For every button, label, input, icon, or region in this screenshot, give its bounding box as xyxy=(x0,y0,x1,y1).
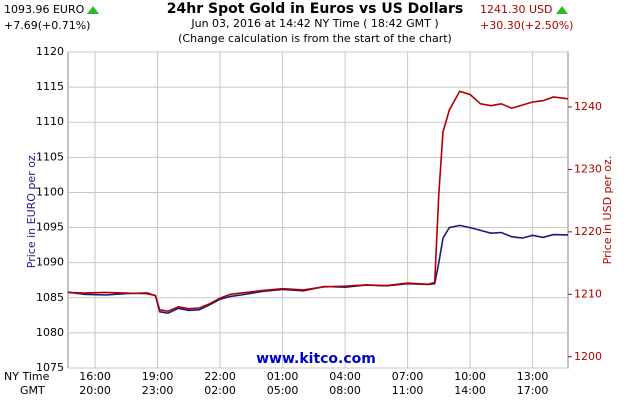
y-tick-label: 1115 xyxy=(36,80,64,93)
data-line xyxy=(67,90,569,313)
x-tick-label-2: 08:00 xyxy=(329,384,361,397)
x-tick-label: 01:00 xyxy=(267,370,299,383)
x-axis-label-2: GMT xyxy=(20,384,45,397)
y-tick-label: 1080 xyxy=(36,326,64,339)
x-axis-label: NY Time xyxy=(4,370,50,383)
y2-tick-label: 1200 xyxy=(574,350,602,363)
y2-tick-label: 1240 xyxy=(574,100,602,113)
y-tick-label: 1095 xyxy=(36,221,64,234)
x-tick-label: 16:00 xyxy=(79,370,111,383)
right-price: 1241.30 USD xyxy=(480,3,553,16)
x-tick-label-2: 14:00 xyxy=(454,384,486,397)
x-tick-label: 22:00 xyxy=(204,370,236,383)
x-tick-label: 07:00 xyxy=(392,370,424,383)
y2-tick-label: 1220 xyxy=(574,225,602,238)
up-arrow xyxy=(87,6,99,14)
y-tick-label: 1100 xyxy=(36,185,64,198)
data-line xyxy=(67,224,569,315)
left-change: +7.69(+0.71%) xyxy=(4,19,90,32)
x-tick-label-2: 05:00 xyxy=(267,384,299,397)
y-tick-label: 1105 xyxy=(36,150,64,163)
x-tick-label: 10:00 xyxy=(454,370,486,383)
x-tick-label: 19:00 xyxy=(142,370,174,383)
y-tick-label: 1110 xyxy=(36,115,64,128)
x-tick-label-2: 11:00 xyxy=(392,384,424,397)
y-tick-label: 1075 xyxy=(36,361,64,374)
x-tick-label-2: 17:00 xyxy=(517,384,549,397)
chart-note: (Change calculation is from the start of… xyxy=(178,32,452,45)
y-axis-label: Price in EURO per oz. xyxy=(25,152,38,268)
y-tick-label: 1090 xyxy=(36,256,64,269)
x-tick-label: 04:00 xyxy=(329,370,361,383)
x-tick-label-2: 02:00 xyxy=(204,384,236,397)
chart-subtitle: Jun 03, 2016 at 14:42 NY Time ( 18:42 GM… xyxy=(190,17,438,30)
x-tick-label: 13:00 xyxy=(517,370,549,383)
up-arrow xyxy=(556,6,568,14)
left-price: 1093.96 EURO xyxy=(4,3,85,16)
plot-area xyxy=(67,51,569,369)
right-change: +30.30(+2.50%) xyxy=(480,19,573,32)
watermark: www.kitco.com xyxy=(256,351,376,367)
x-tick-label-2: 20:00 xyxy=(79,384,111,397)
y-tick-label: 1085 xyxy=(36,291,64,304)
y2-tick-label: 1210 xyxy=(574,287,602,300)
y2-tick-label: 1230 xyxy=(574,162,602,175)
y2-axis-label: Price in USD per oz. xyxy=(601,156,614,265)
y-tick-label: 1120 xyxy=(36,45,64,58)
chart-title: 24hr Spot Gold in Euros vs US Dollars xyxy=(167,1,463,17)
x-tick-label-2: 23:00 xyxy=(142,384,174,397)
